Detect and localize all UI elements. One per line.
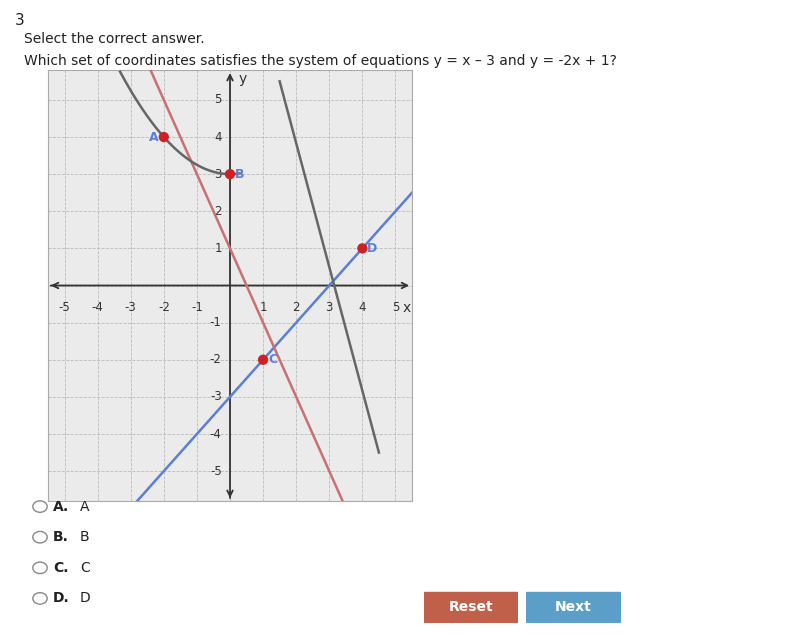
Point: [224, 169, 237, 179]
FancyBboxPatch shape: [523, 592, 624, 623]
Text: -5: -5: [58, 301, 70, 314]
Text: x: x: [403, 301, 411, 315]
Text: 3: 3: [14, 13, 24, 28]
Text: 4: 4: [214, 131, 222, 144]
Text: 2: 2: [293, 301, 300, 314]
Text: Next: Next: [555, 600, 592, 614]
Text: C: C: [268, 353, 277, 366]
Text: D: D: [80, 591, 90, 605]
Text: Reset: Reset: [449, 600, 494, 614]
Point: [356, 243, 369, 253]
Text: -5: -5: [210, 464, 222, 478]
Text: -1: -1: [191, 301, 203, 314]
Text: C: C: [80, 561, 90, 575]
Text: 5: 5: [392, 301, 399, 314]
Text: -4: -4: [210, 427, 222, 440]
Text: y: y: [238, 73, 246, 87]
Text: Select the correct answer.: Select the correct answer.: [24, 32, 205, 46]
Point: [257, 355, 270, 365]
Text: C.: C.: [53, 561, 68, 575]
Text: -3: -3: [210, 390, 222, 403]
Text: D.: D.: [53, 591, 70, 605]
Text: Which set of coordinates satisfies the system of equations y = x – 3 and y = -2x: Which set of coordinates satisfies the s…: [24, 54, 617, 68]
Text: A.: A.: [53, 500, 69, 514]
Text: 3: 3: [214, 168, 222, 181]
Text: 4: 4: [358, 301, 366, 314]
Text: B: B: [80, 530, 90, 544]
Text: -2: -2: [210, 353, 222, 366]
Text: 3: 3: [326, 301, 333, 314]
Text: D: D: [367, 242, 378, 255]
Text: A: A: [80, 500, 90, 514]
Text: -3: -3: [125, 301, 137, 314]
Text: B: B: [235, 168, 245, 181]
Point: [158, 132, 170, 142]
Text: -1: -1: [210, 316, 222, 329]
Text: 1: 1: [259, 301, 267, 314]
Text: 5: 5: [214, 93, 222, 107]
Text: 1: 1: [214, 242, 222, 255]
Text: A: A: [149, 131, 158, 144]
FancyBboxPatch shape: [421, 592, 522, 623]
Text: 2: 2: [214, 205, 222, 218]
Text: -2: -2: [158, 301, 170, 314]
Text: B.: B.: [53, 530, 69, 544]
Text: -4: -4: [92, 301, 103, 314]
